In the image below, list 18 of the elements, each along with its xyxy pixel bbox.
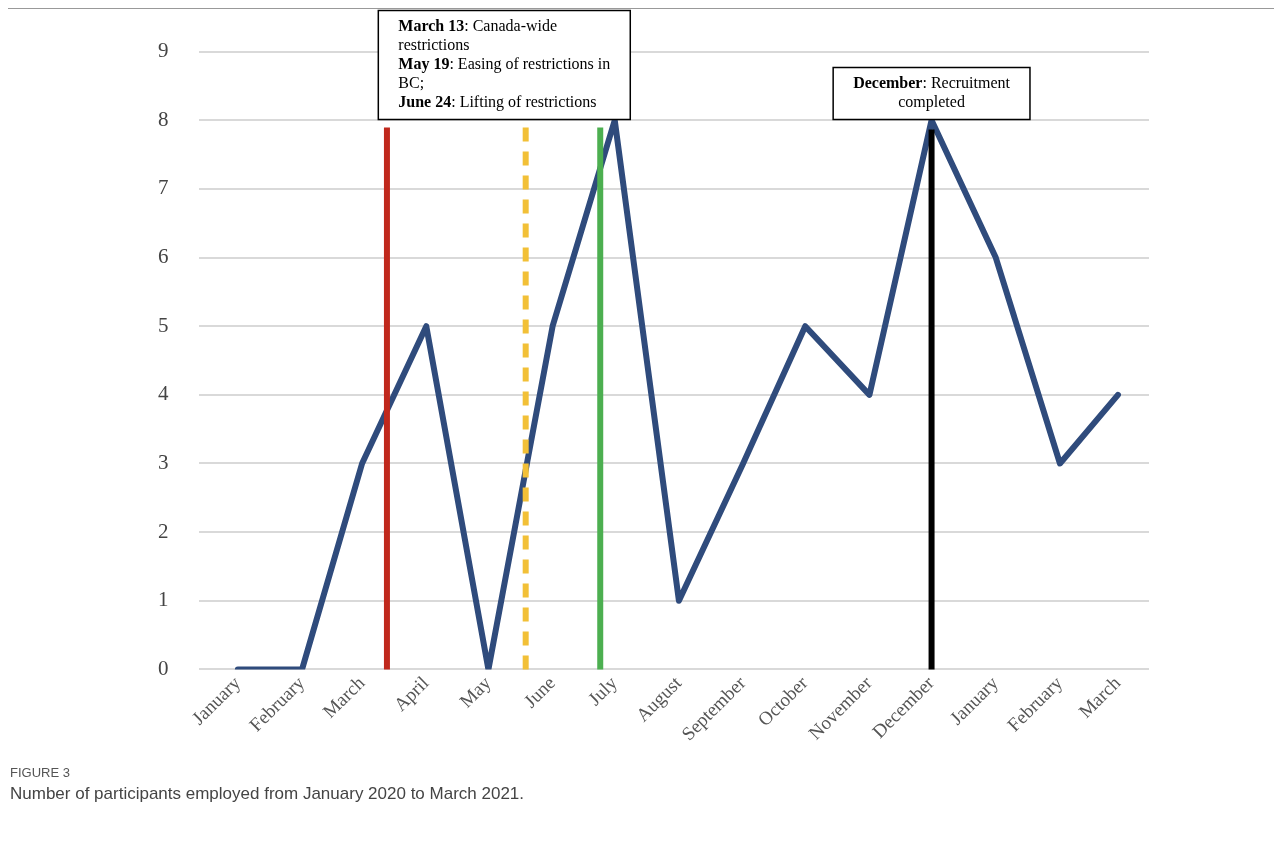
x-tick-label: June [519, 671, 559, 712]
y-tick-label: 1 [158, 587, 169, 612]
text: Number of participants employed from January 2020 to March 2021. [10, 784, 526, 804]
y-tick-label: 2 [158, 518, 169, 543]
y-tick-label: 0 [158, 655, 169, 680]
text: May 19: Easing of restrictions in BC; [398, 55, 611, 92]
caption: FIGURE 3 [10, 765, 71, 780]
y-tick-label: 5 [158, 312, 169, 337]
y-tick-label: 4 [158, 381, 169, 406]
ref-line-label: December: Recruitment completed [853, 74, 1011, 112]
ref-line-label: June 24: Lifting of restrictions [398, 93, 597, 112]
y-tick-label: 6 [158, 244, 169, 269]
x-tick-label: May [455, 671, 496, 712]
y-tick-label: 8 [158, 106, 169, 131]
y-tick-label: 3 [158, 450, 169, 474]
y-tick-label: 7 [158, 175, 169, 200]
y-tick-label: 9 [158, 38, 169, 63]
x-tick-label: July [583, 671, 622, 710]
